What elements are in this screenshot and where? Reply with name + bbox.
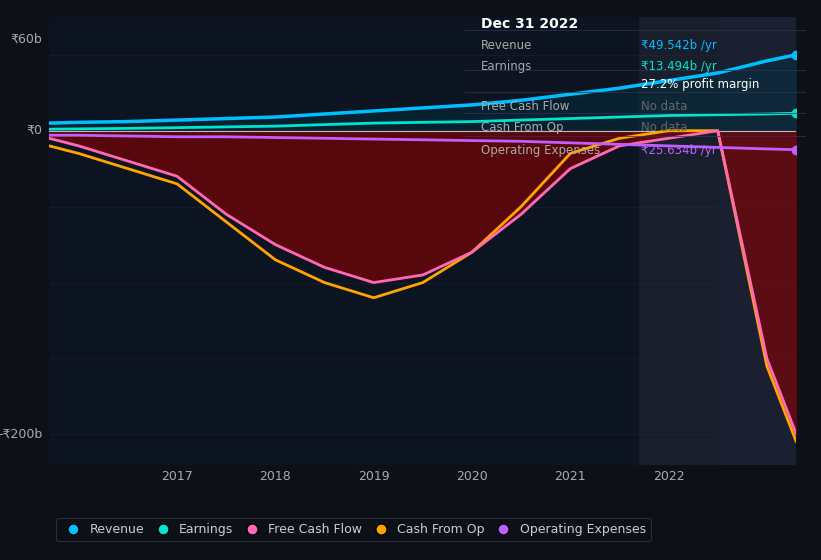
Text: No data: No data [641,100,687,113]
Text: Revenue: Revenue [481,39,532,52]
Text: ₹49.542b /yr: ₹49.542b /yr [641,39,717,52]
Text: Free Cash Flow: Free Cash Flow [481,100,569,113]
Text: Operating Expenses: Operating Expenses [481,144,600,157]
Text: No data: No data [641,122,687,134]
Text: Earnings: Earnings [481,60,532,73]
Text: -₹200b: -₹200b [0,428,43,441]
Text: 27.2% profit margin: 27.2% profit margin [641,78,759,91]
Text: Cash From Op: Cash From Op [481,122,563,134]
Text: ₹60b: ₹60b [11,33,43,46]
Text: ₹25.634b /yr: ₹25.634b /yr [641,144,717,157]
Text: Dec 31 2022: Dec 31 2022 [481,17,578,31]
Text: ₹0: ₹0 [26,124,43,137]
Legend: Revenue, Earnings, Free Cash Flow, Cash From Op, Operating Expenses: Revenue, Earnings, Free Cash Flow, Cash … [56,519,651,542]
Text: ₹13.494b /yr: ₹13.494b /yr [641,60,717,73]
Bar [718,17,796,465]
Bar [639,17,796,465]
